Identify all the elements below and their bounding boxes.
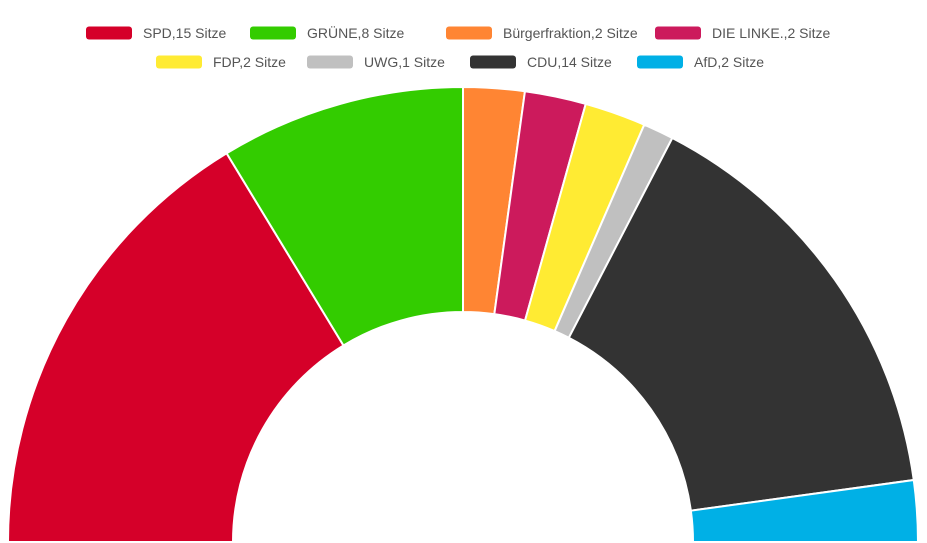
legend-label-gruene: GRÜNE,8 Sitze <box>307 24 404 41</box>
legend-swatch-fdp <box>156 55 202 69</box>
legend-item-spd[interactable]: SPD,15 Sitze <box>86 25 226 41</box>
legend-swatch-cdu <box>470 55 516 69</box>
legend-item-gruene[interactable]: GRÜNE,8 Sitze <box>250 24 404 41</box>
slice-cdu[interactable] <box>567 136 915 512</box>
legend-item-fdp[interactable]: FDP,2 Sitze <box>156 54 286 70</box>
legend-swatch-die-linke <box>655 26 701 40</box>
legend-label-buergerfraktion: Bürgerfraktion,2 Sitze <box>503 25 638 41</box>
slice-afd[interactable] <box>689 478 920 543</box>
legend-item-cdu[interactable]: CDU,14 Sitze <box>470 54 612 70</box>
legend-label-cdu: CDU,14 Sitze <box>527 54 612 70</box>
chart-legend: SPD,15 Sitze GRÜNE,8 Sitze Bürgerfraktion,… <box>86 24 830 70</box>
slice-spd[interactable] <box>6 151 345 543</box>
legend-label-die-linke: DIE LINKE.,2 Sitze <box>712 25 830 41</box>
legend-swatch-afd <box>637 55 683 69</box>
legend-swatch-gruene <box>250 26 296 40</box>
legend-label-afd: AfD,2 Sitze <box>694 54 764 70</box>
legend-item-buergerfraktion[interactable]: Bürgerfraktion,2 Sitze <box>446 25 638 41</box>
legend-label-uwg: UWG,1 Sitze <box>364 54 445 70</box>
legend-item-die-linke[interactable]: DIE LINKE.,2 Sitze <box>655 25 830 41</box>
legend-swatch-buergerfraktion <box>446 26 492 40</box>
legend-label-fdp: FDP,2 Sitze <box>213 54 286 70</box>
legend-swatch-spd <box>86 26 132 40</box>
legend-label-spd: SPD,15 Sitze <box>143 25 226 41</box>
legend-swatch-uwg <box>307 55 353 69</box>
legend-item-afd[interactable]: AfD,2 Sitze <box>637 54 764 70</box>
chart-slices <box>6 85 920 543</box>
legend-item-uwg[interactable]: UWG,1 Sitze <box>307 54 445 70</box>
